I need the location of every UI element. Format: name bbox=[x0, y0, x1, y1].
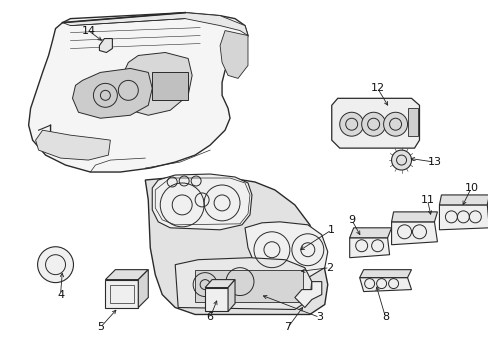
Text: 7: 7 bbox=[284, 323, 291, 332]
Polygon shape bbox=[204, 288, 227, 311]
Polygon shape bbox=[227, 280, 235, 311]
Polygon shape bbox=[349, 228, 391, 238]
Text: 3: 3 bbox=[316, 312, 323, 323]
Text: 12: 12 bbox=[370, 84, 384, 93]
Text: 11: 11 bbox=[420, 195, 434, 205]
Bar bbox=[195, 270, 302, 302]
Polygon shape bbox=[36, 130, 110, 160]
Polygon shape bbox=[294, 282, 321, 307]
Polygon shape bbox=[391, 222, 437, 245]
Polygon shape bbox=[138, 270, 148, 307]
Polygon shape bbox=[120, 53, 192, 115]
Circle shape bbox=[38, 247, 73, 283]
Text: 14: 14 bbox=[81, 26, 95, 36]
Polygon shape bbox=[359, 278, 411, 292]
Polygon shape bbox=[105, 280, 138, 307]
Text: 8: 8 bbox=[381, 312, 388, 323]
Polygon shape bbox=[152, 72, 188, 100]
Polygon shape bbox=[105, 270, 148, 280]
Polygon shape bbox=[439, 205, 488, 230]
Polygon shape bbox=[175, 258, 311, 310]
Text: 2: 2 bbox=[325, 263, 333, 273]
Text: 6: 6 bbox=[206, 312, 213, 323]
Text: 1: 1 bbox=[327, 225, 335, 235]
Polygon shape bbox=[72, 68, 152, 118]
Bar bbox=[110, 285, 134, 302]
Circle shape bbox=[383, 112, 407, 136]
Circle shape bbox=[391, 150, 411, 170]
Text: 9: 9 bbox=[347, 215, 354, 225]
Polygon shape bbox=[62, 13, 247, 36]
Polygon shape bbox=[220, 31, 247, 78]
Polygon shape bbox=[99, 39, 112, 53]
Polygon shape bbox=[145, 176, 327, 315]
Polygon shape bbox=[29, 13, 247, 172]
Bar bbox=[407, 108, 417, 136]
Circle shape bbox=[339, 112, 363, 136]
Circle shape bbox=[361, 112, 385, 136]
Polygon shape bbox=[349, 238, 389, 258]
Polygon shape bbox=[331, 98, 419, 148]
Polygon shape bbox=[204, 280, 235, 288]
Polygon shape bbox=[244, 222, 327, 276]
Text: 4: 4 bbox=[57, 289, 64, 300]
Text: 13: 13 bbox=[427, 157, 441, 167]
Polygon shape bbox=[391, 212, 437, 222]
Polygon shape bbox=[152, 174, 251, 230]
Text: 5: 5 bbox=[97, 323, 103, 332]
Text: 10: 10 bbox=[464, 183, 477, 193]
Polygon shape bbox=[439, 195, 488, 205]
Polygon shape bbox=[359, 270, 411, 278]
